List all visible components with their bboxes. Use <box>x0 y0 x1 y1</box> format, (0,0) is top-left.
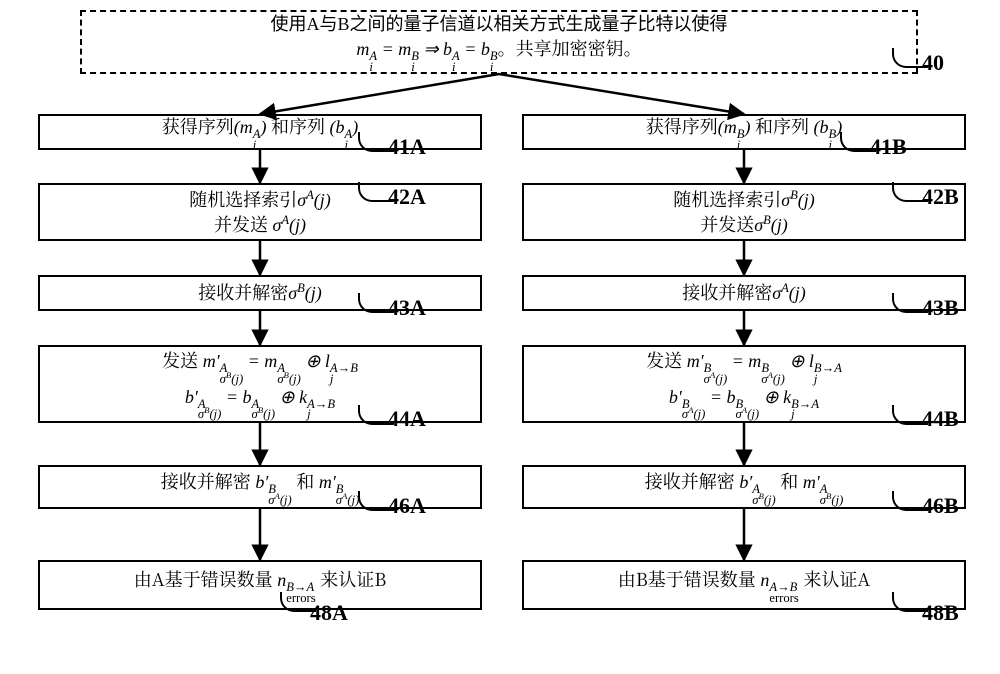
label-44a: 44A <box>388 406 426 432</box>
label-48b: 48B <box>922 600 959 626</box>
label-46b: 46B <box>922 493 959 519</box>
label-44b: 44B <box>922 406 959 432</box>
box-48b-text: 由B基于错误数量 nA→Berrors 来认证A <box>618 567 871 603</box>
box-42b-line1: 随机选择索引σB(j) <box>673 187 815 212</box>
diagram-canvas: 使用A与B之间的量子信道以相关方式生成量子比特以使得 mAi = mBi ⇒ b… <box>0 0 1000 674</box>
box-44a-line1: 发送 m′AσB(j) = mAσB(j) ⊕ lA→Bj <box>162 348 358 384</box>
label-43b: 43B <box>922 295 959 321</box>
box-41a-text: 获得序列(mAi) 和序列 (bAi) <box>162 114 358 150</box>
box-43a-text: 接收并解密σB(j) <box>198 280 322 305</box>
box-41b-text: 获得序列(mBi) 和序列 (bBi) <box>646 114 842 150</box>
box-42a-line1: 随机选择索引σA(j) <box>189 187 331 212</box>
box-42b-line2: 并发送σB(j) <box>700 212 788 237</box>
box-40-line1: 使用A与B之间的量子信道以相关方式生成量子比特以使得 <box>270 12 727 36</box>
label-42a: 42A <box>388 184 426 210</box>
box-44b-line2: b′BσA(j) = bBσA(j) ⊕ kB→Aj <box>669 385 819 420</box>
box-48a-text: 由A基于错误数量 nB→Aerrors 来认证B <box>134 567 387 603</box>
label-42b: 42B <box>922 184 959 210</box>
box-44a-line2: b′AσB(j) = bAσB(j) ⊕ kA→Bj <box>185 385 335 420</box>
box-44b-line1: 发送 m′BσA(j) = mBσA(j) ⊕ lB→Aj <box>646 348 842 384</box>
box-48a: 由A基于错误数量 nB→Aerrors 来认证B <box>38 560 482 610</box>
box-46a-text: 接收并解密 b′BσA(j) 和 m′BσA(j) <box>161 469 360 505</box>
label-41a: 41A <box>388 134 426 160</box>
label-40: 40 <box>922 50 944 76</box>
box-42a-line2: 并发送 σA(j) <box>214 212 306 237</box>
label-43a: 43A <box>388 295 426 321</box>
box-40: 使用A与B之间的量子信道以相关方式生成量子比特以使得 mAi = mBi ⇒ b… <box>80 10 918 74</box>
box-40-line2: mAi = mBi ⇒ bAi = bBi。共享加密密钥。 <box>356 36 641 72</box>
label-46a: 46A <box>388 493 426 519</box>
box-46b-text: 接收并解密 b′AσB(j) 和 m′AσB(j) <box>645 469 844 505</box>
label-48a: 48A <box>310 600 348 626</box>
label-41b: 41B <box>870 134 907 160</box>
box-43b-text: 接收并解密σA(j) <box>682 280 806 305</box>
